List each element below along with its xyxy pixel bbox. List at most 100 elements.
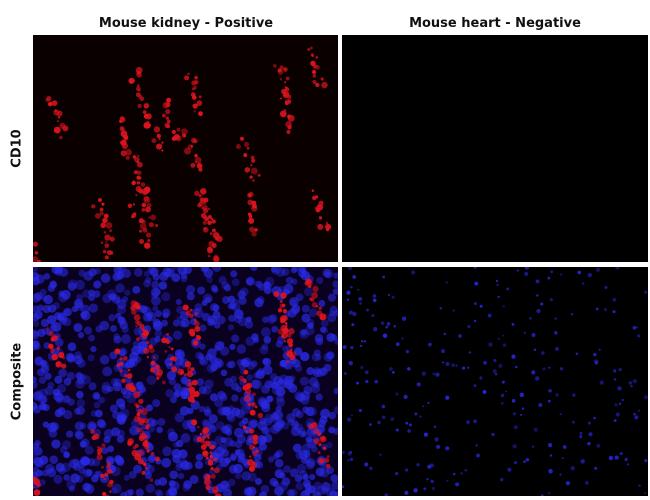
cd10-signal — [109, 250, 114, 255]
cd10-signal — [210, 473, 216, 479]
cd10-signal — [215, 493, 222, 496]
nucleus — [347, 267, 353, 271]
nucleus — [416, 382, 421, 387]
cd10-signal — [103, 213, 109, 219]
nucleus — [175, 298, 182, 306]
cd10-signal — [103, 494, 109, 496]
nucleus — [263, 286, 272, 295]
nucleus — [203, 408, 213, 417]
nucleus — [175, 464, 183, 472]
nucleus — [236, 344, 247, 354]
cd10-signal — [34, 251, 39, 255]
cd10-signal — [204, 433, 210, 438]
nucleus — [44, 372, 52, 381]
nucleus — [371, 314, 375, 318]
cd10-signal — [172, 356, 178, 362]
nucleus — [377, 420, 381, 425]
cd10-signal — [101, 202, 105, 206]
cd10-signal — [145, 232, 152, 238]
nucleus — [329, 310, 336, 317]
nucleus — [252, 379, 263, 390]
cd10-signal — [61, 363, 67, 369]
nucleus — [54, 375, 63, 384]
nucleus — [549, 297, 553, 302]
nucleus — [199, 324, 207, 332]
nucleus — [193, 308, 204, 318]
nucleus — [474, 302, 477, 306]
nucleus — [154, 479, 161, 486]
cd10-signal — [141, 208, 146, 212]
nucleus — [42, 421, 49, 428]
nucleus — [100, 273, 111, 284]
nucleus — [255, 369, 265, 379]
cd10-signal — [143, 103, 149, 109]
nucleus — [112, 382, 123, 392]
cd10-signal — [181, 128, 188, 135]
nucleus — [33, 267, 39, 273]
cd10-signal — [193, 138, 198, 144]
nucleus — [637, 334, 641, 338]
nucleus — [247, 420, 257, 430]
nucleus — [73, 408, 81, 415]
nucleus — [53, 474, 63, 484]
nucleus — [92, 391, 101, 400]
nucleus — [455, 482, 460, 487]
cd10-signal — [102, 217, 108, 224]
nucleus — [214, 345, 221, 352]
cd10-signal — [285, 98, 291, 105]
cd10-signal — [193, 320, 200, 327]
nucleus — [108, 314, 116, 322]
cd10-signal — [149, 367, 156, 373]
nucleus — [291, 426, 301, 437]
cd10-signal — [139, 96, 145, 102]
cd10-signal — [288, 342, 293, 348]
cd10-signal — [130, 300, 138, 307]
nucleus — [498, 363, 503, 368]
cd10-signal — [171, 366, 178, 373]
cd10-signal — [138, 398, 144, 404]
cd10-signal — [101, 465, 104, 469]
nucleus — [121, 333, 131, 344]
nucleus — [80, 456, 90, 466]
nucleus — [43, 294, 53, 305]
cd10-signal — [319, 315, 324, 320]
nucleus — [139, 305, 148, 314]
cd10-signal — [307, 284, 312, 289]
cd10-signal — [128, 77, 135, 84]
cd10-signal — [120, 150, 127, 157]
nucleus — [491, 432, 495, 437]
nucleus — [59, 446, 68, 454]
nucleus — [501, 380, 505, 384]
nucleus — [548, 389, 552, 393]
cd10-signal — [156, 376, 160, 380]
nucleus — [351, 323, 355, 327]
cd10-signal — [307, 48, 311, 51]
cd10-signal — [243, 369, 249, 375]
cd10-signal — [318, 442, 322, 447]
nucleus — [63, 395, 71, 403]
nucleus — [102, 366, 113, 377]
nucleus — [515, 365, 518, 369]
nucleus — [227, 295, 236, 304]
nucleus — [228, 314, 236, 323]
nucleus — [626, 463, 630, 466]
nucleus — [274, 486, 284, 496]
cd10-signal — [187, 72, 190, 76]
nucleus — [536, 308, 541, 314]
nucleus — [47, 381, 55, 389]
nucleus — [238, 453, 246, 461]
nucleus — [347, 451, 352, 456]
nucleus — [313, 481, 322, 490]
nucleus — [423, 487, 427, 491]
cd10-signal — [33, 486, 35, 489]
cd10-signal — [235, 144, 241, 149]
cd10-signal — [99, 211, 104, 216]
nucleus — [71, 305, 78, 313]
nucleus — [446, 479, 449, 482]
nucleus — [116, 435, 125, 443]
nucleus — [535, 279, 540, 284]
nucleus — [443, 332, 447, 336]
cd10-signal — [248, 444, 255, 450]
nucleus — [234, 472, 242, 480]
cd10-signal — [325, 463, 331, 469]
